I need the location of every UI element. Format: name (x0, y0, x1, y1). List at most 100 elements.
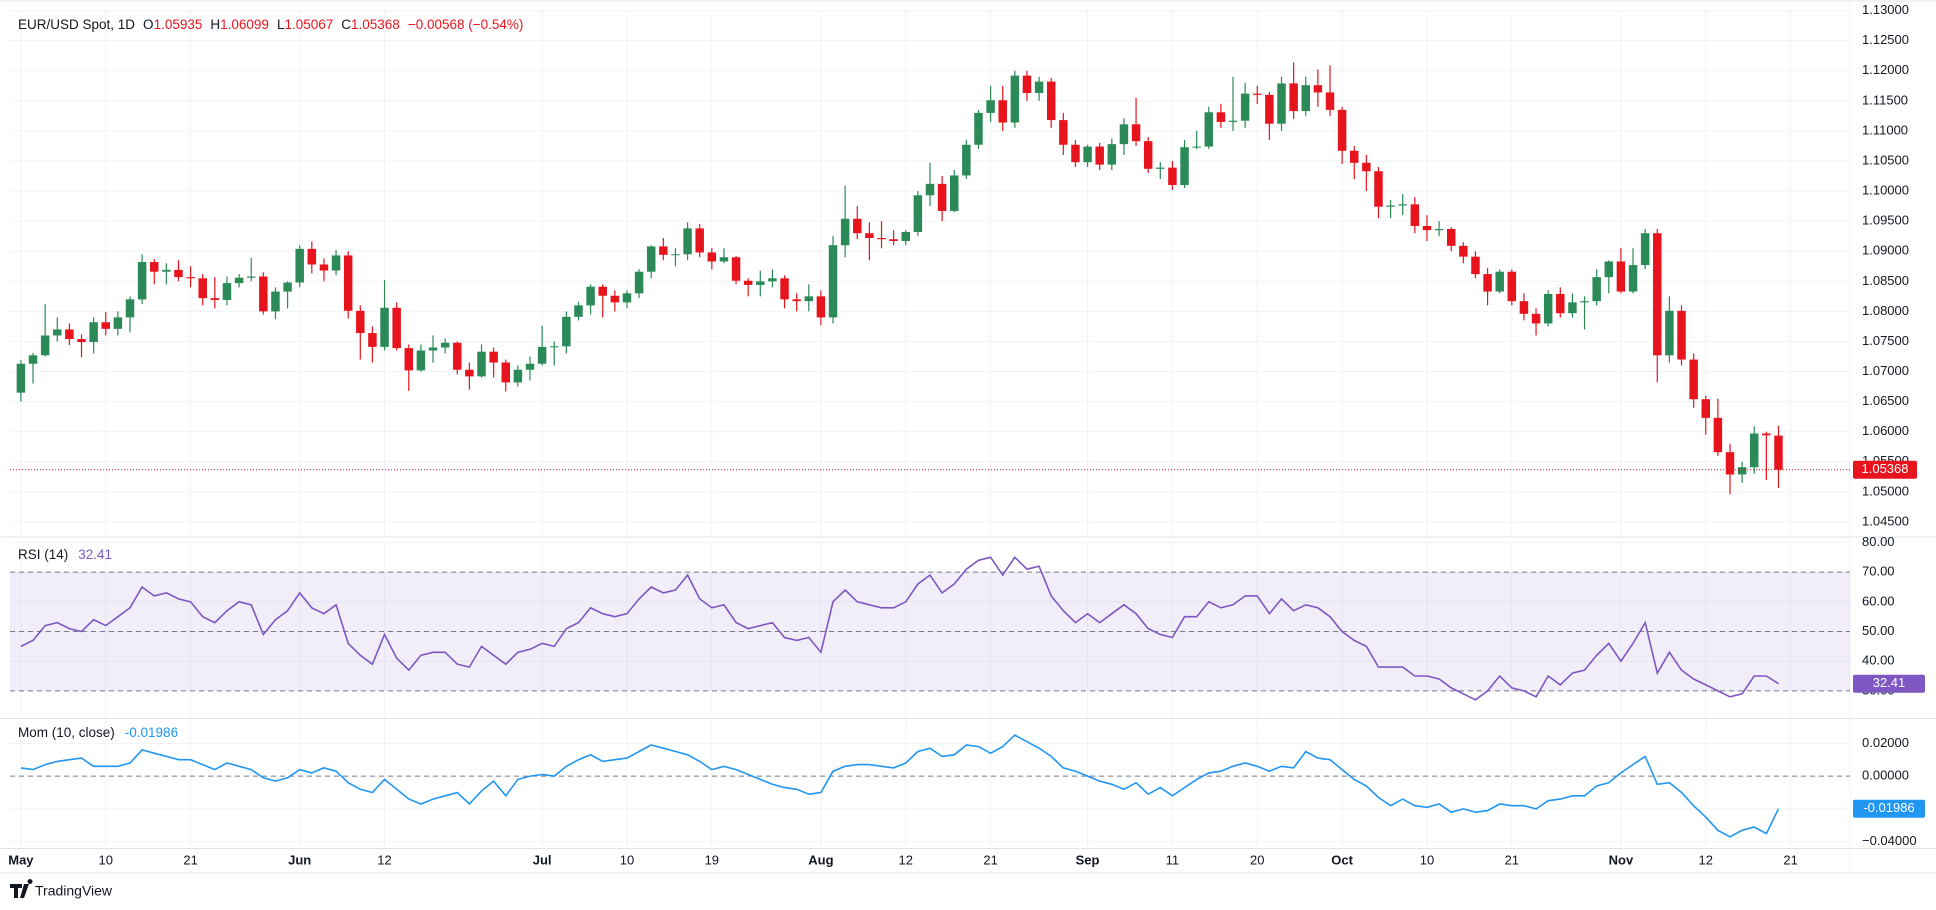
y-tick-label: 1.06000 (1862, 423, 1909, 438)
high-value: 1.06099 (220, 17, 269, 32)
candle-body (889, 239, 898, 242)
candle-body (562, 316, 571, 347)
candle-body (1604, 261, 1614, 278)
candle-body (598, 286, 607, 296)
ohlc-label: H (210, 17, 220, 32)
candle-body (707, 252, 717, 262)
candle-body (307, 248, 317, 265)
x-tick-label: 21 (183, 852, 197, 867)
candle-body (513, 369, 523, 383)
line-series (20, 734, 1780, 838)
candle-body (1737, 467, 1747, 475)
candle-body (1010, 75, 1020, 123)
y-tick-label: 80.00 (1862, 534, 1895, 549)
rsi-legend: RSI (14) 32.41 (18, 547, 112, 562)
candle-body (1519, 301, 1529, 314)
x-tick-label: Jun (288, 852, 311, 867)
change: −0.00568 (−0.54%) (408, 17, 524, 32)
candle-body (1677, 310, 1686, 360)
plot-layer: 1.045001.050001.055001.060001.065001.070… (0, 0, 1936, 874)
x-tick-label: 21 (983, 852, 997, 867)
candle-body (368, 333, 377, 347)
candle-body (962, 144, 971, 176)
x-tick-label: Aug (808, 852, 833, 867)
last-value-box (1853, 674, 1925, 693)
candle-body (695, 228, 704, 253)
candle-body (222, 283, 232, 300)
candle-body (1507, 271, 1517, 302)
candle-body (186, 277, 195, 279)
candle-body (380, 307, 389, 347)
candle-body (246, 276, 256, 278)
candle-body (271, 291, 280, 312)
logo: TradingView (10, 879, 113, 899)
candle-body (477, 351, 486, 377)
candle-body (1592, 277, 1601, 302)
x-tick-label: 12 (899, 852, 913, 867)
ohlc-label: L (277, 17, 285, 32)
y-tick-label: 1.07000 (1862, 363, 1909, 378)
candle-body (1325, 92, 1335, 110)
candle-body (259, 276, 268, 312)
last-value-box (1853, 799, 1925, 818)
candle-body (1131, 124, 1141, 142)
candle-body (198, 278, 207, 299)
y-tick-label: 0.00000 (1862, 768, 1909, 783)
x-tick-label: 12 (1699, 852, 1713, 867)
candle-body (1459, 245, 1468, 257)
candle-body (1204, 112, 1214, 147)
candle-body (465, 369, 474, 377)
candle-body (974, 112, 983, 145)
candle-body (1240, 93, 1250, 121)
candle-body (998, 100, 1007, 123)
candle-body (1180, 147, 1189, 186)
candle-body (1350, 150, 1359, 163)
last-price-label: 1.05368 (1862, 461, 1909, 476)
candle-body (331, 255, 341, 271)
last-value-label: 32.41 (1873, 675, 1906, 690)
candle-body (1386, 205, 1395, 207)
candle-body (1083, 146, 1092, 163)
candle-body (319, 264, 329, 271)
candle-body (1265, 94, 1274, 124)
candle-body (804, 296, 814, 302)
mom-value: -0.01986 (125, 725, 178, 740)
candle-body (1119, 124, 1129, 145)
candle-body (1301, 85, 1310, 112)
x-tick-label: 19 (705, 852, 719, 867)
candle-body (1568, 302, 1577, 314)
candle-body (986, 100, 995, 113)
candle-body (1556, 293, 1565, 314)
candle-body (1665, 310, 1674, 356)
candle-body (659, 246, 668, 255)
open-value: 1.05935 (154, 17, 203, 32)
y-tick-label: 1.11000 (1862, 122, 1908, 137)
candle-body (392, 307, 401, 349)
candle-body (1495, 271, 1504, 292)
mom-legend: Mom (10, close) -0.01986 (18, 725, 178, 740)
candle-body (162, 269, 171, 272)
x-tick-label: 10 (620, 852, 634, 867)
line-series (20, 556, 1779, 701)
candle-body (925, 183, 935, 196)
x-tick-label: Nov (1609, 852, 1634, 867)
x-tick-label: Sep (1076, 852, 1100, 867)
candle-body (743, 280, 753, 285)
candle-body (574, 305, 583, 317)
candle-body (901, 231, 910, 242)
ohlc-label: O (143, 17, 154, 32)
y-tick-label: 1.04500 (1862, 513, 1909, 528)
candle-body (101, 322, 110, 329)
y-tick-label: 1.05000 (1862, 483, 1909, 498)
y-tick-label: 1.08500 (1862, 273, 1909, 288)
candle-body (89, 322, 98, 343)
candle-body (65, 329, 74, 340)
logo-text: TradingView (35, 883, 113, 899)
ohlc-label: C (341, 17, 351, 32)
candle-body (537, 346, 547, 364)
header: EUR/USD Spot, 1D O1.05935 H1.06099 L1.05067… (18, 17, 523, 32)
y-tick-label: 1.12000 (1862, 62, 1909, 77)
candle-body (234, 277, 244, 284)
y-tick-label: 1.12500 (1862, 32, 1909, 47)
